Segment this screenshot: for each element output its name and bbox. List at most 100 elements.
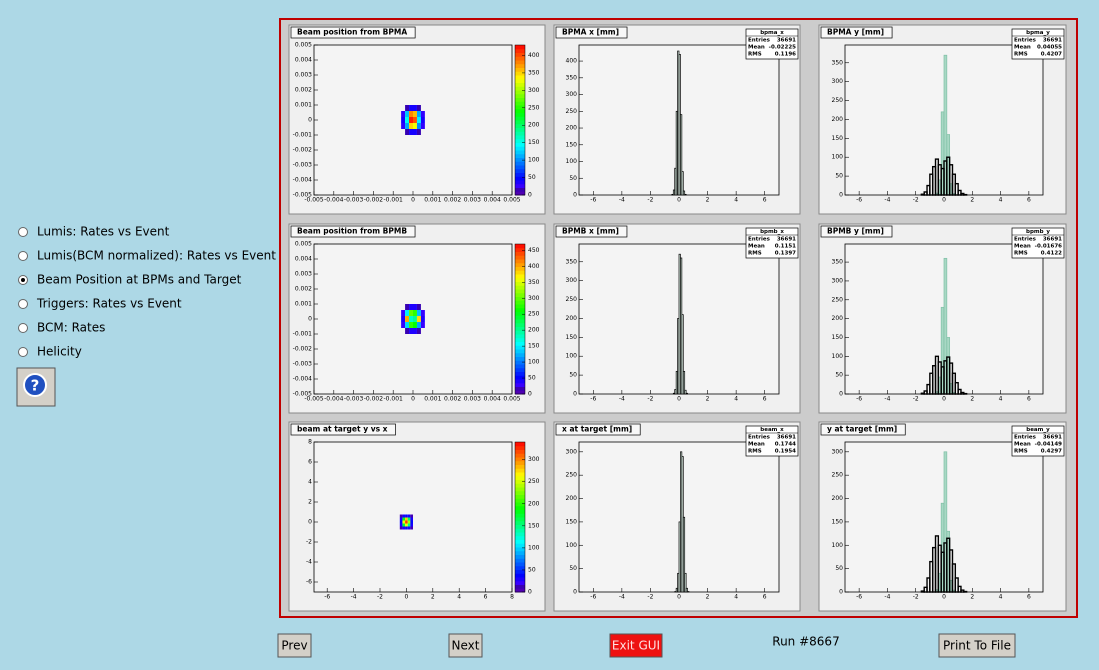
stats-value: 0.1151 — [775, 244, 796, 250]
y-tick-label: 200 — [566, 315, 578, 322]
x-tick-label: 2 — [706, 396, 710, 403]
heatmap-cell — [410, 514, 413, 518]
radio-option[interactable]: Lumis(BCM normalized): Rates vs Event — [18, 249, 277, 263]
histogram-panel: -6 -4 -2 0 2 4 6 0 50 100 150 200 250 300 350 bpma_y Ent… — [818, 24, 1067, 215]
colorbar-segment — [515, 319, 525, 324]
colorbar-segment — [515, 105, 525, 110]
colorbar-segment — [515, 371, 525, 376]
colorbar-frame — [514, 243, 526, 395]
stats-box — [1011, 28, 1065, 60]
y-tick-label: 200 — [832, 315, 844, 322]
y-tick-label: 100 — [832, 542, 844, 549]
panel-title: BPMB x [mm] — [562, 227, 619, 236]
heatmap-cell — [409, 105, 413, 111]
x-tick-label: 4 — [999, 396, 1003, 403]
colorbar-segment — [515, 281, 525, 286]
menu: Lumis: Rates vs Event Lumis(BCM normalize… — [18, 225, 277, 359]
stats-label: Mean — [748, 45, 765, 51]
heatmap-cell — [405, 123, 410, 129]
stats-box — [745, 425, 799, 457]
radio-option[interactable]: Triggers: Rates vs Event — [18, 297, 182, 311]
x-tick-label: -6 — [856, 197, 862, 204]
histogram-bin — [682, 190, 686, 196]
heatmap-cell — [409, 316, 413, 322]
colorbar-segment — [515, 569, 525, 574]
x-tick-label: -0.004 — [324, 396, 344, 403]
heatmap-cell — [409, 304, 413, 310]
x-tick-label: 4 — [999, 197, 1003, 204]
panel-title: Beam position from BPMB — [297, 227, 407, 236]
y-tick-label: 350 — [566, 258, 578, 265]
colorbar-segment — [515, 86, 525, 91]
stats-value: 0.1397 — [775, 251, 796, 257]
stats-name: bpma_x — [760, 30, 784, 36]
radio-option[interactable]: Beam Position at BPMs and Target — [18, 273, 242, 287]
heatmap-cell — [407, 526, 411, 530]
y-tick-label: 50 — [569, 565, 577, 572]
heatmap-cell — [402, 517, 406, 521]
help-button[interactable]: ? — [16, 367, 56, 407]
colorbar-segment — [515, 580, 525, 585]
z-tick-label: 400 — [528, 52, 540, 59]
heatmap-cell — [420, 117, 425, 123]
stats-box — [745, 227, 799, 259]
colorbar-segment — [515, 334, 525, 339]
colorbar-segment — [515, 127, 525, 132]
heatmap-cell — [401, 111, 406, 117]
z-tick-label: 250 — [528, 478, 540, 485]
button-frame — [277, 633, 312, 658]
y-tick-label: -4 — [306, 559, 312, 566]
y-tick-label: 0.001 — [295, 102, 312, 109]
print-button[interactable]: Print To File — [938, 633, 1016, 658]
y-tick-label: 150 — [566, 518, 578, 525]
y-tick-label: 2 — [308, 499, 312, 506]
heatmap-cell — [401, 316, 406, 322]
stats-label: Entries — [748, 435, 771, 441]
colorbar-segment — [515, 445, 525, 450]
colorbar-segment — [515, 168, 525, 173]
y-tick-label: -0.005 — [293, 391, 313, 398]
colorbar-segment — [515, 498, 525, 503]
y-tick-label: 0 — [573, 589, 577, 596]
colorbar-segment — [515, 157, 525, 162]
heatmap-cell — [399, 514, 403, 518]
heatmap-cell — [409, 322, 413, 328]
heatmap-cell — [402, 523, 406, 527]
x-tick-label: -6 — [590, 396, 596, 403]
stats-label: Mean — [748, 442, 765, 448]
heatmap-cell — [405, 517, 408, 521]
histogram-bin — [684, 572, 687, 593]
x-tick-label: -0.002 — [364, 396, 384, 403]
heatmap-cell — [405, 523, 408, 527]
heatmap-cell — [405, 514, 408, 518]
x-tick-label: 2 — [970, 197, 974, 204]
colorbar-segment — [515, 131, 525, 136]
heatmap-cell — [420, 111, 425, 117]
colorbar-segment — [515, 71, 525, 76]
heatmap-cell — [413, 111, 417, 117]
title-box — [820, 26, 893, 39]
exit-button[interactable]: Exit GUI — [609, 633, 663, 658]
next-button[interactable]: Next — [448, 633, 483, 658]
x-tick-label: 2 — [970, 396, 974, 403]
heatmap-cell — [410, 517, 413, 521]
histogram-bin — [681, 314, 684, 395]
heatmap-cell — [420, 322, 425, 328]
y-tick-label: 100 — [566, 542, 578, 549]
colorbar-segment — [515, 565, 525, 570]
y-tick-label: 0 — [573, 391, 577, 398]
radio-option[interactable]: Lumis: Rates vs Event — [18, 225, 170, 239]
y-tick-label: 150 — [566, 141, 578, 148]
radio-option[interactable]: Helicity — [18, 345, 82, 359]
x-tick-label: 0 — [411, 396, 415, 403]
heatmap-cell — [405, 105, 410, 111]
prev-button[interactable]: Prev — [277, 633, 312, 658]
radio-option[interactable]: BCM: Rates — [18, 321, 106, 335]
colorbar-segment — [515, 266, 525, 271]
y-tick-label: 0 — [839, 391, 843, 398]
x-tick-label: -4 — [619, 197, 625, 204]
colorbar-segment — [515, 386, 525, 391]
z-tick-label: 200 — [528, 500, 540, 507]
z-tick-label: 200 — [528, 327, 540, 334]
z-tick-label: 300 — [528, 295, 540, 302]
